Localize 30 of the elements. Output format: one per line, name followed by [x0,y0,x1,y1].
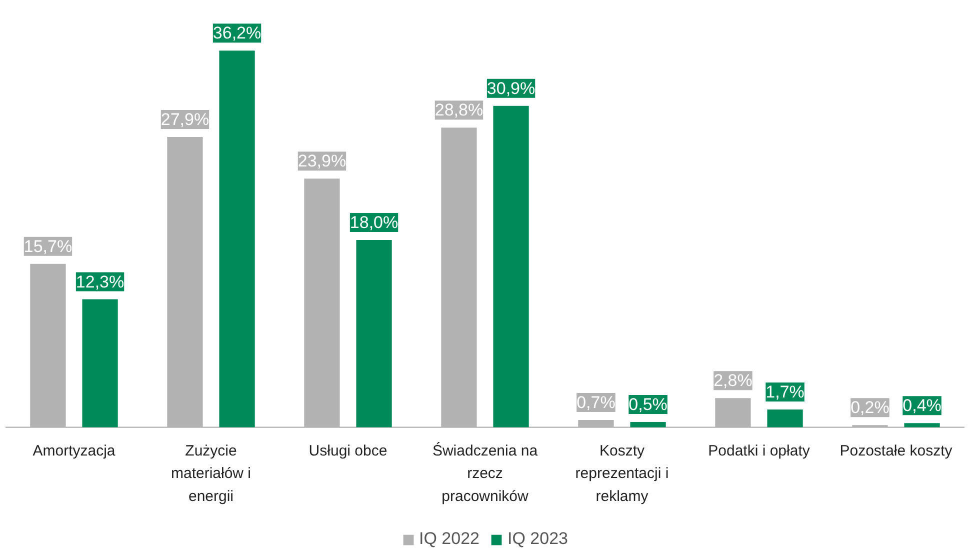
data-label: 0,5% [628,395,668,414]
data-label: 23,9% [298,152,346,171]
data-label: 36,2% [212,24,262,43]
bar [356,240,392,428]
data-label: 0,4% [902,396,942,416]
bar [82,299,118,428]
x-tick-label: Zużycie materiałów i energii [170,442,252,506]
x-tick-label: Koszty reprezentacji i reklamy [575,442,669,506]
data-label: 1,7% [766,382,804,402]
data-label: 2,8% [714,371,752,390]
data-label: 30,9% [486,78,536,98]
legend-label: IQ 2022 [419,529,480,549]
x-tick-label: Świadczenia na rzecz pracowników [432,441,538,506]
bar [904,423,940,428]
data-label: 0,7% [576,392,616,412]
bar [630,422,666,428]
data-label: 12,3% [76,272,124,292]
bar [493,106,529,428]
data-label: 15,7% [24,236,72,256]
legend-label: IQ 2023 [508,529,568,549]
bar [219,50,255,428]
x-tick-label: Pozostałe koszty [840,442,953,460]
x-tick-label: Podatki i opłaty [708,442,810,460]
x-tick-label: Amortyzacja [32,442,116,460]
bar [767,410,803,428]
data-label: 18,0% [350,213,398,232]
data-label: 28,8% [434,100,484,120]
data-label: 0,2% [850,398,890,418]
data-label: 27,9% [160,110,210,130]
x-tick-label: Usługi obce [308,442,388,460]
